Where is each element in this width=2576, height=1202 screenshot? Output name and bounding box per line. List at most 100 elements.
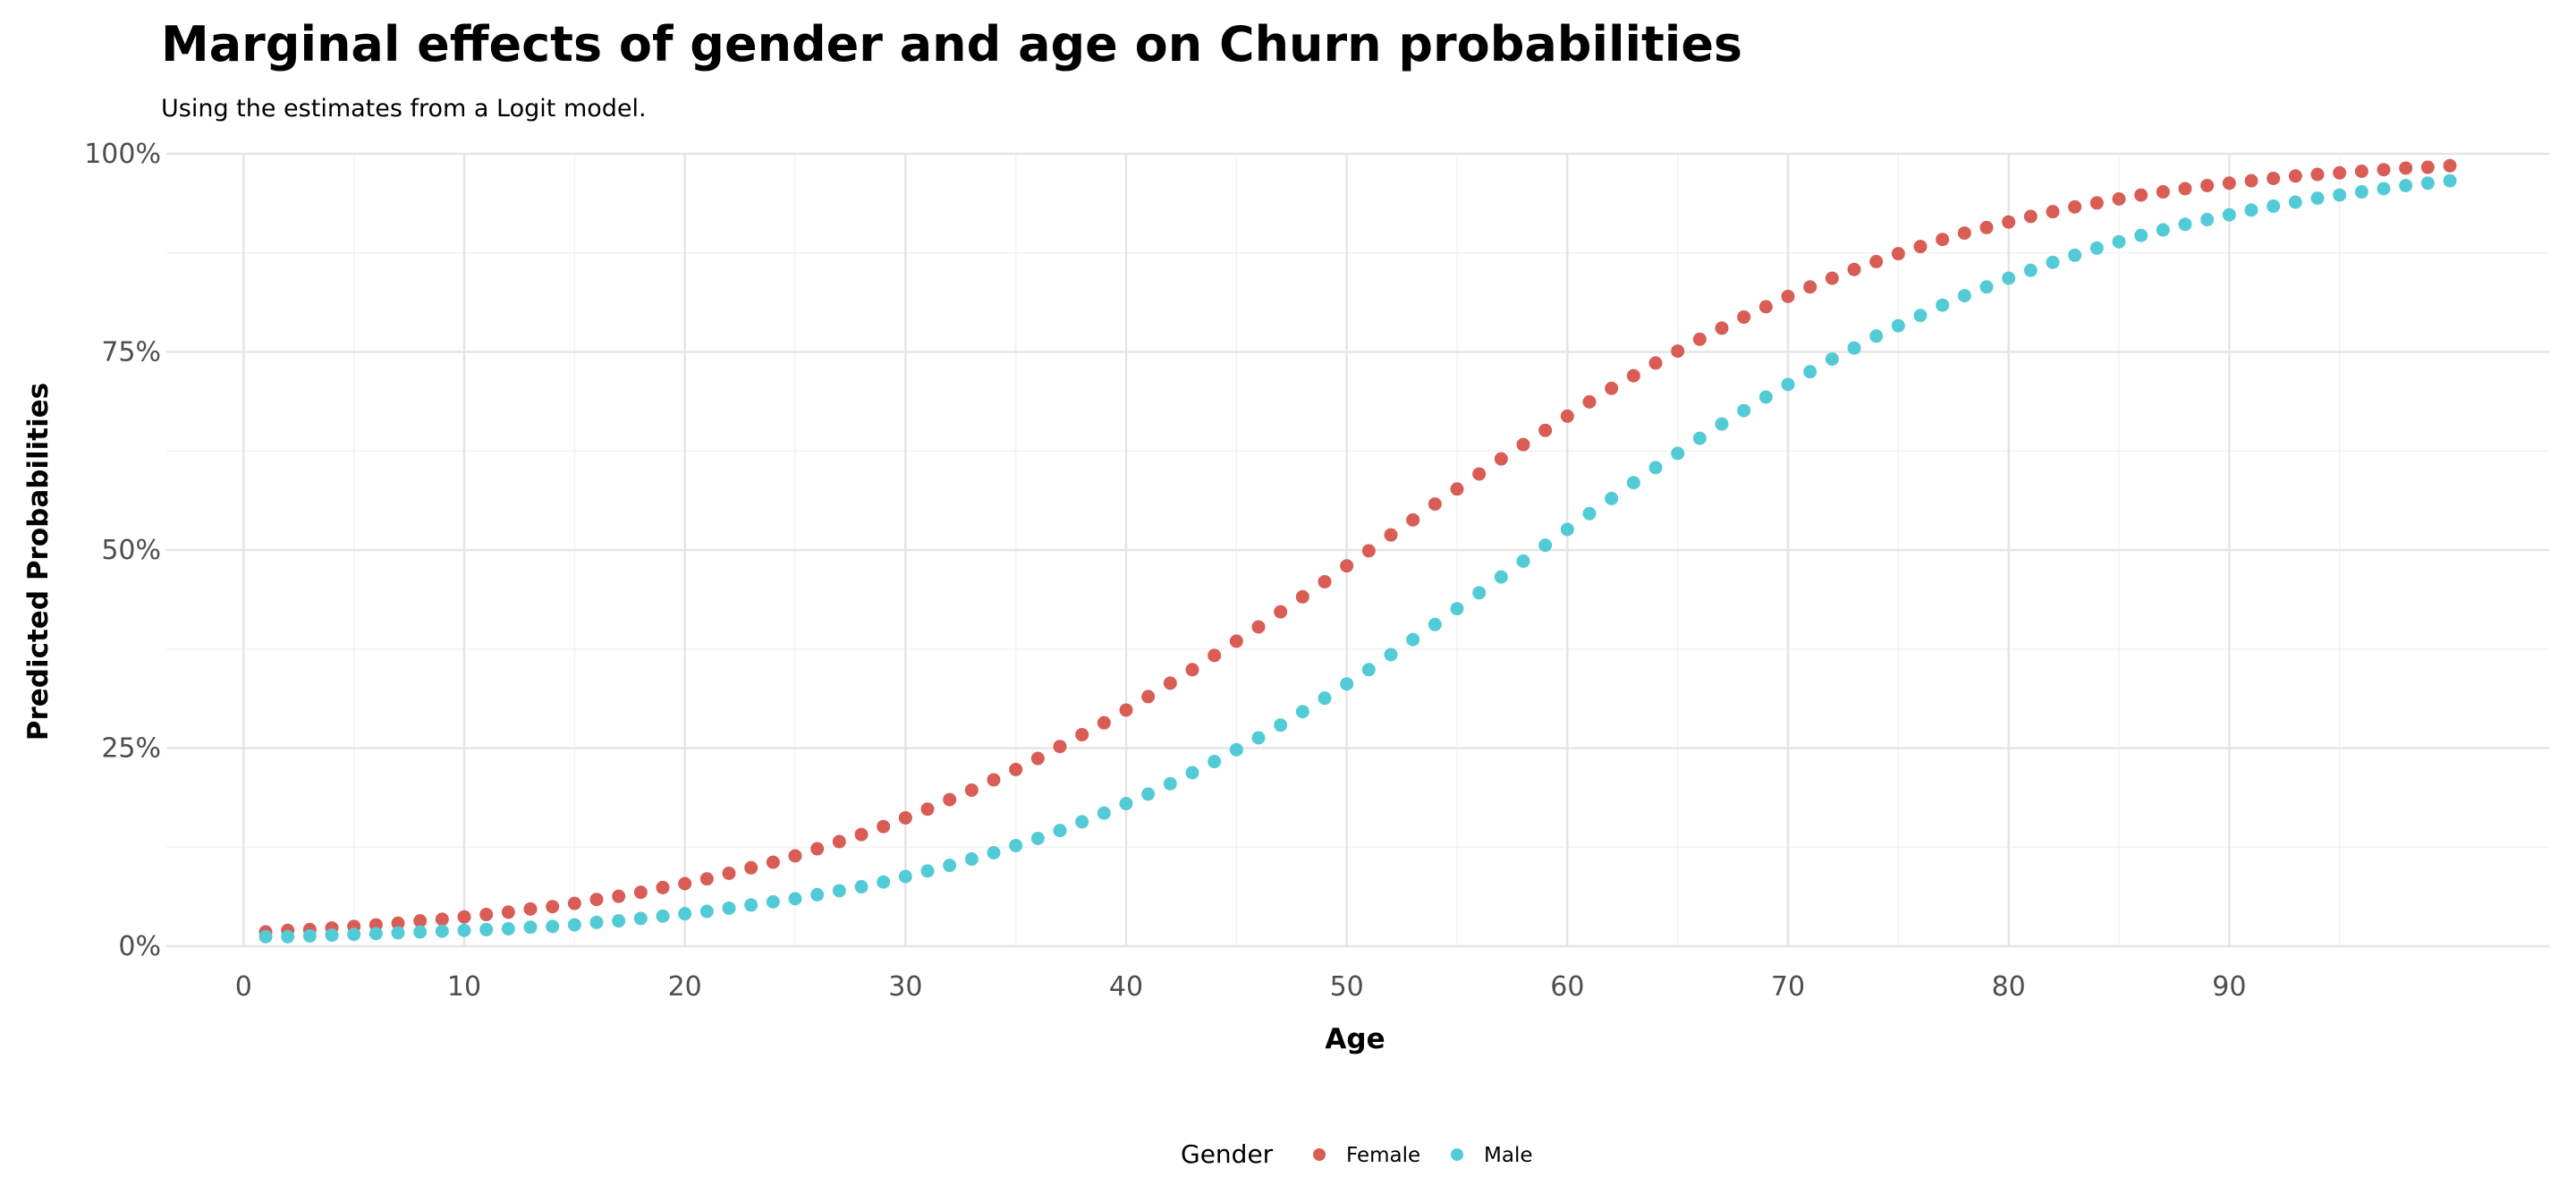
point-male [302, 928, 317, 943]
point-female [2288, 169, 2302, 183]
point-male [987, 845, 1001, 859]
point-female [1208, 648, 1222, 663]
point-female [1869, 254, 1884, 268]
point-female [744, 860, 758, 875]
point-male [1494, 570, 1508, 584]
point-female [2443, 158, 2457, 173]
point-female [546, 900, 560, 914]
y-tick-label: 75% [101, 337, 161, 368]
point-female [1737, 310, 1751, 325]
point-female [1318, 574, 1332, 588]
point-male [1472, 586, 1487, 600]
point-female [678, 876, 692, 891]
legend-label-male: Male [1484, 1144, 1532, 1167]
point-female [1936, 233, 1950, 247]
point-male [567, 918, 581, 932]
legend-swatch-male [1451, 1148, 1463, 1161]
point-male [325, 928, 339, 943]
point-male [589, 915, 604, 929]
point-female [1472, 467, 1487, 481]
point-male [2178, 217, 2192, 232]
point-male [1781, 377, 1795, 392]
point-male [1450, 602, 1464, 616]
point-female [1957, 226, 1971, 241]
point-female [2310, 167, 2325, 182]
point-male [1340, 677, 1354, 691]
point-female [1582, 394, 1597, 409]
point-male [2156, 223, 2170, 237]
point-female [2089, 196, 2104, 210]
point-male [1803, 365, 1818, 379]
point-female [1891, 247, 1905, 261]
point-male [2023, 263, 2038, 277]
point-male [1869, 329, 1884, 343]
point-female [2200, 178, 2215, 192]
point-female [1361, 544, 1376, 558]
point-female [1560, 409, 1574, 423]
x-tick-label: 10 [447, 971, 481, 1003]
x-tick-label: 20 [668, 971, 702, 1003]
x-tick-label: 30 [888, 971, 922, 1003]
point-female [1692, 332, 1707, 346]
point-male [457, 923, 471, 937]
point-male [1406, 632, 1420, 647]
point-male [1913, 309, 1928, 323]
point-female [854, 827, 869, 842]
point-female [2399, 161, 2413, 175]
point-female [898, 810, 912, 825]
x-tick-label: 90 [2212, 971, 2246, 1003]
y-tick-label: 100% [84, 139, 161, 170]
point-male [2134, 228, 2148, 242]
point-female [2377, 163, 2391, 177]
x-tick-label: 40 [1109, 971, 1143, 1003]
point-male [788, 892, 802, 906]
point-male [2310, 191, 2325, 206]
point-male [2267, 199, 2281, 213]
point-male [1318, 691, 1332, 706]
x-axis-title: Age [1325, 1023, 1385, 1055]
point-female [2046, 205, 2060, 219]
point-male [2002, 271, 2016, 285]
point-female [457, 910, 471, 924]
point-female [1163, 676, 1177, 690]
point-male [1141, 787, 1156, 801]
point-female [1428, 497, 1442, 512]
point-female [1251, 620, 1266, 634]
point-male [1516, 554, 1530, 568]
point-male [877, 875, 891, 889]
series-female [258, 158, 2457, 939]
point-female [523, 902, 538, 916]
series-male [258, 174, 2457, 944]
point-male [1560, 522, 1574, 537]
point-male [1251, 731, 1266, 745]
legend: Gender Female Male [1181, 1139, 1532, 1169]
point-female [1803, 280, 1818, 294]
point-female [1913, 240, 1928, 254]
point-male [1538, 538, 1553, 553]
point-female [1605, 381, 1619, 395]
point-male [1295, 705, 1309, 719]
point-female [1516, 437, 1530, 452]
point-male [633, 911, 648, 926]
y-tick-label: 25% [101, 733, 161, 765]
point-male [2046, 255, 2060, 269]
point-female [1274, 605, 1288, 619]
point-male [1361, 663, 1376, 677]
point-male [1053, 824, 1067, 838]
point-female [1295, 589, 1309, 604]
point-female [2354, 164, 2368, 178]
point-male [678, 907, 692, 921]
point-male [1009, 838, 1023, 852]
legend-swatch-female [1313, 1148, 1326, 1161]
point-female [612, 889, 626, 903]
point-male [391, 926, 405, 940]
point-female [964, 783, 979, 797]
legend-label-female: Female [1346, 1144, 1420, 1167]
y-axis-title: Predicted Probabilities [22, 383, 55, 741]
point-male [1891, 318, 1905, 333]
point-female [567, 896, 581, 910]
point-male [1384, 648, 1398, 662]
point-female [1119, 703, 1133, 717]
point-male [2200, 213, 2215, 227]
point-male [656, 909, 670, 923]
